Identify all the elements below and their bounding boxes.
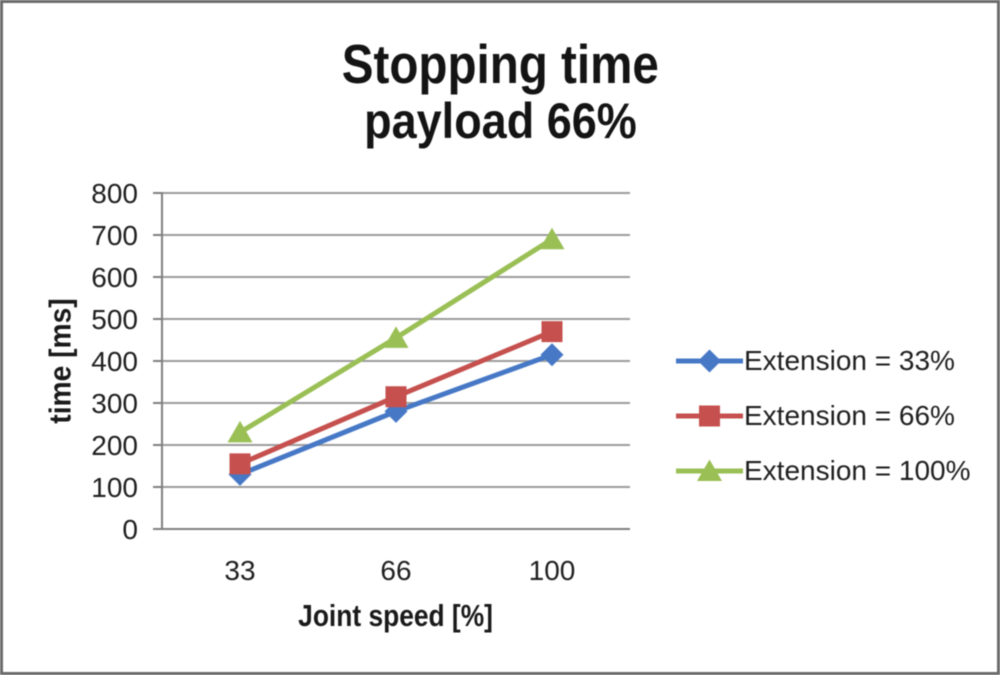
y-tick-label: 800 bbox=[91, 178, 138, 209]
series-marker-3 bbox=[539, 227, 565, 250]
y-tick-label: 700 bbox=[91, 220, 138, 251]
chart-title: Stopping time bbox=[0, 37, 1000, 92]
series-marker-3 bbox=[383, 326, 409, 348]
legend-key-diamond bbox=[676, 349, 743, 372]
legend-item-2: Extension = 66% bbox=[676, 401, 955, 431]
y-tick-label: 600 bbox=[91, 262, 138, 293]
legend-item-1: Extension = 33% bbox=[676, 346, 955, 376]
series-marker-2 bbox=[541, 321, 563, 343]
legend-label: Extension = 66% bbox=[744, 399, 955, 431]
chart-subtitle-text: payload 66% bbox=[363, 93, 637, 149]
y-tick-label: 100 bbox=[91, 472, 138, 503]
legend-key-square bbox=[676, 405, 743, 426]
x-tick-label: 100 bbox=[529, 555, 576, 586]
legend-label: Extension = 33% bbox=[744, 344, 955, 376]
x-tick-label: 66 bbox=[380, 555, 411, 586]
legend-marker bbox=[698, 349, 721, 372]
series-marker-2 bbox=[385, 386, 407, 408]
legend-marker bbox=[699, 405, 720, 426]
chart-title-text: Stopping time bbox=[341, 33, 659, 95]
legend-item-3: Extension = 100% bbox=[676, 456, 971, 486]
series-marker-3 bbox=[227, 420, 253, 443]
series-marker-2 bbox=[229, 453, 251, 475]
legend-marker bbox=[697, 459, 722, 481]
x-tick-label: 33 bbox=[224, 555, 255, 586]
chart-subtitle: payload 66% bbox=[0, 96, 1000, 146]
y-tick-label: 0 bbox=[122, 514, 138, 545]
legend-label: Extension = 100% bbox=[744, 455, 971, 486]
x-axis-title: Joint speed [%] bbox=[162, 600, 630, 631]
series-marker-1 bbox=[540, 343, 564, 367]
y-axis-title: time [ms] bbox=[42, 298, 78, 424]
x-axis-title-text: Joint speed [%] bbox=[298, 598, 494, 633]
legend-key-triangle bbox=[676, 459, 743, 481]
y-tick-label: 200 bbox=[91, 430, 138, 461]
y-tick-label: 500 bbox=[91, 304, 138, 335]
y-tick-label: 400 bbox=[91, 346, 138, 377]
y-tick-label: 300 bbox=[91, 388, 138, 419]
